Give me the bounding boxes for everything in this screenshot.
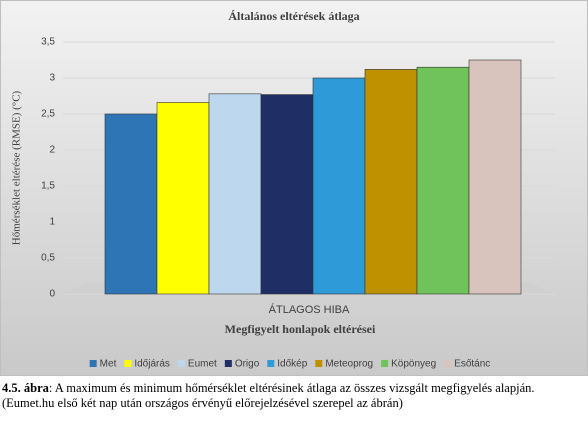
legend-swatch [124,360,132,367]
legend-label: Eumet [188,359,217,370]
y-tick-label: 3,5 [41,37,55,48]
legend-swatch [89,360,97,367]
caption: 4.5. ábra: A maximum és minimum hőmérsék… [2,381,586,411]
caption-text: : A maximum és minimum hőmérséklet eltér… [2,381,535,410]
caption-label: 4.5. ábra [2,381,49,395]
legend-label: Időkép [277,359,307,370]
chart: Általános eltérések átlaga Hőmérséklet e… [0,0,588,376]
bar [208,93,262,295]
y-tick-label: 2,5 [41,109,55,120]
y-tick-label: 2 [49,145,55,156]
legend-label: Időjárás [134,359,170,370]
bar [364,69,418,295]
y-tick-label: 1 [49,217,55,228]
y-tick-label: 0,5 [41,253,55,264]
y-tick-label: 1,5 [41,181,55,192]
bar [260,94,314,295]
legend-label: Köpönyeg [391,359,436,370]
legend-swatch [267,360,275,367]
legend-swatch [444,360,452,367]
x-tick-label: ÁTLAGOS HIBA [269,303,350,316]
bar [156,102,210,295]
bar [104,113,158,295]
chart-title: Általános eltérések átlaga [228,9,359,23]
bar [416,66,470,295]
legend-label: Origo [235,359,260,370]
legend-swatch [177,360,185,367]
bar [468,59,522,295]
y-tick-label: 0 [49,289,55,300]
legend-label: Esőtánc [454,359,490,370]
legend-label: Meteoprog [325,359,373,370]
legend-label: Met [100,359,117,370]
legend-swatch [224,360,232,367]
legend-swatch [381,360,389,367]
x-axis-title: Megfigyelt honlapok eltérései [225,322,376,336]
legend-swatch [315,360,323,367]
y-tick-label: 3 [49,73,55,84]
bar [312,77,366,295]
y-axis-title: Hőmérséklet eltérése (RMSE) (°C) [11,90,23,245]
